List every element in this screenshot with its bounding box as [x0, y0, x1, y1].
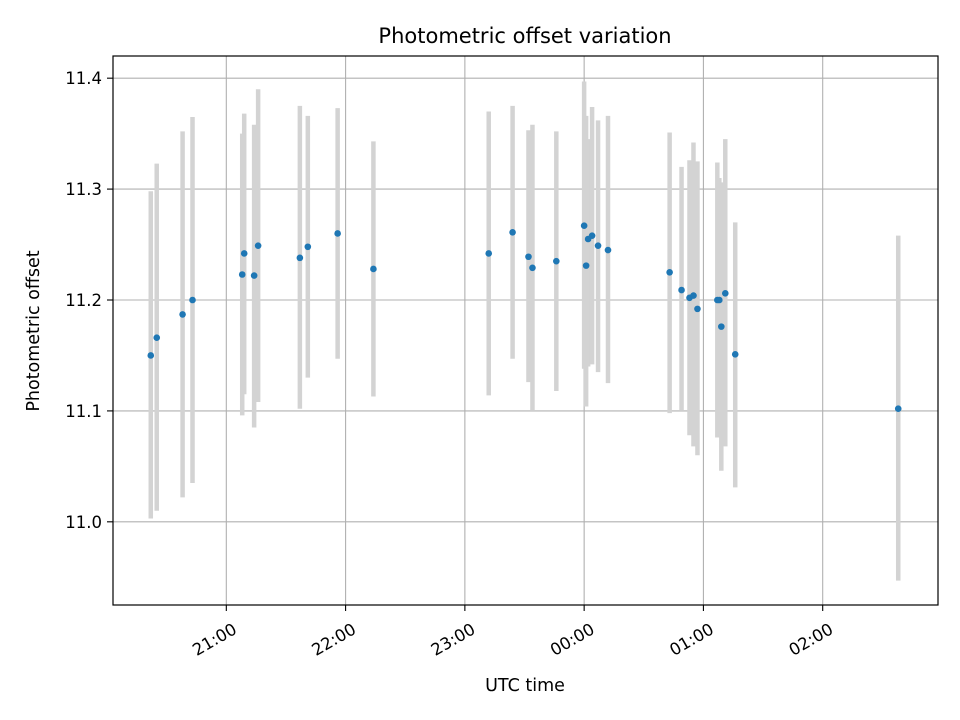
x-axis-ticks: 21:00 22:00 23:00 00:00 01:00 02:00 — [189, 605, 836, 660]
data-point — [529, 264, 536, 272]
data-point — [553, 257, 560, 265]
data-point — [525, 253, 532, 261]
data-point — [718, 323, 725, 330]
data-point — [370, 265, 377, 273]
y-axis-ticks: 11.0 11.1 11.2 11.3 11.4 — [65, 69, 113, 532]
y-axis-label: Photometric offset — [24, 250, 44, 411]
data-point — [189, 296, 196, 304]
data-point — [179, 311, 186, 318]
data-point — [594, 242, 602, 249]
data-point — [334, 230, 341, 237]
data-point — [254, 242, 262, 249]
data-point — [690, 292, 697, 299]
data-point — [731, 351, 739, 358]
data-point — [604, 246, 612, 254]
plot-frame — [112, 55, 939, 606]
data-point — [296, 254, 304, 262]
data-point — [580, 222, 588, 229]
data-point — [240, 250, 248, 257]
data-point — [716, 296, 723, 304]
data-point — [721, 290, 729, 297]
data-point — [509, 229, 516, 236]
data-point — [238, 271, 246, 278]
data-point — [588, 232, 596, 239]
data-point — [485, 250, 493, 257]
y-tick-label: 11.0 — [65, 513, 102, 532]
x-tick-label: 02:00 — [786, 619, 837, 659]
data-point — [304, 243, 312, 251]
data-points — [147, 222, 902, 412]
data-point — [666, 268, 673, 276]
x-tick-label: 21:00 — [189, 619, 240, 659]
data-point — [894, 405, 902, 412]
y-tick-label: 11.4 — [65, 69, 102, 88]
data-point — [582, 262, 590, 269]
y-tick-label: 11.3 — [65, 180, 102, 199]
chart-title: Photometric offset variation — [378, 24, 671, 48]
x-tick-label: 23:00 — [428, 619, 479, 659]
data-point — [678, 286, 685, 294]
data-point — [250, 272, 258, 279]
data-point — [153, 334, 161, 342]
data-point — [694, 305, 701, 313]
y-tick-label: 11.2 — [65, 291, 102, 310]
grid — [113, 56, 938, 605]
x-axis-label: UTC time — [485, 676, 565, 696]
x-tick-label: 01:00 — [666, 619, 717, 659]
error-bars — [148, 81, 901, 581]
x-tick-label: 22:00 — [309, 619, 360, 659]
data-point — [147, 352, 155, 359]
y-tick-label: 11.1 — [65, 402, 102, 421]
x-tick-label: 00:00 — [547, 619, 598, 659]
